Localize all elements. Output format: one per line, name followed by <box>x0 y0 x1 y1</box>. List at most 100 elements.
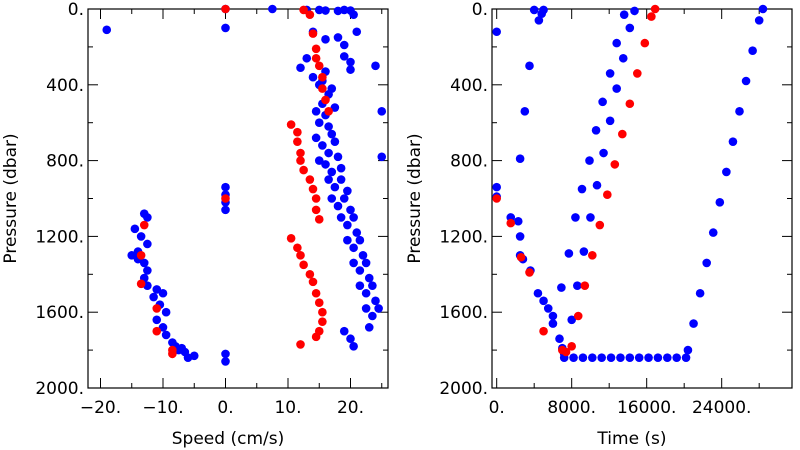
blue-data-point <box>333 201 343 211</box>
blue-data-point <box>311 107 321 116</box>
blue-data-point <box>377 107 387 116</box>
blue-data-point <box>513 216 523 226</box>
blue-data-point <box>599 148 608 158</box>
x-tick-label: 24000. <box>692 398 751 418</box>
red-data-point <box>647 12 656 21</box>
blue-data-point <box>533 288 543 298</box>
blue-data-point <box>336 175 346 184</box>
red-data-point <box>139 220 149 230</box>
blue-data-point <box>221 349 230 359</box>
blue-data-point <box>349 342 358 351</box>
x-axis-label: Time (s) <box>596 429 666 449</box>
blue-data-point <box>314 118 324 127</box>
x-tick-label: 8000. <box>547 398 596 418</box>
red-data-point <box>595 220 605 230</box>
blue-data-point <box>681 353 691 362</box>
blue-data-point <box>735 107 744 116</box>
red-data-point <box>221 194 230 203</box>
blue-data-point <box>644 353 653 362</box>
y-tick-label: 0. <box>68 0 84 20</box>
blue-data-point <box>605 116 615 126</box>
blue-data-point <box>748 46 757 55</box>
blue-data-point <box>548 319 558 328</box>
blue-data-point <box>308 72 318 82</box>
blue-data-point <box>754 16 764 25</box>
red-data-point <box>296 251 305 260</box>
red-data-point <box>305 175 315 184</box>
red-data-point <box>308 277 318 287</box>
blue-data-point <box>555 334 564 344</box>
blue-data-point <box>221 182 230 192</box>
blue-data-point <box>371 296 380 306</box>
red-data-point <box>286 120 296 129</box>
blue-data-point <box>355 281 365 290</box>
blue-data-point <box>377 152 387 162</box>
blue-data-point <box>695 288 705 298</box>
red-data-point <box>318 317 327 326</box>
blue-data-point <box>321 35 330 44</box>
blue-data-point <box>314 5 324 15</box>
red-data-point <box>640 38 650 48</box>
y-tick-label: 2000. <box>439 379 488 399</box>
x-tick-label: 0. <box>489 398 505 418</box>
blue-data-point <box>534 16 544 25</box>
blue-data-point <box>525 61 534 71</box>
blue-data-point <box>585 156 594 165</box>
blue-data-point <box>564 249 574 258</box>
red-data-point <box>299 260 308 270</box>
blue-data-point <box>346 57 355 67</box>
blue-data-point <box>361 304 371 313</box>
blue-data-point <box>364 273 374 283</box>
blue-data-point <box>330 103 340 112</box>
red-data-point <box>588 251 597 260</box>
blue-data-point <box>149 292 158 302</box>
blue-data-point <box>130 224 140 234</box>
red-data-point <box>314 298 324 308</box>
blue-data-point <box>346 65 355 74</box>
speed-pressure-panel: 0. 400. 800. 1200. 1600. 2000.−20. −10. 0. 10. 20… <box>1 0 389 449</box>
blue-data-point <box>221 357 230 366</box>
blue-data-point <box>573 281 582 290</box>
x-tick-label: 0. <box>217 398 233 418</box>
red-data-point <box>299 5 308 15</box>
red-data-point <box>318 72 327 82</box>
blue-data-point <box>343 235 352 245</box>
y-tick-label: 0. <box>472 0 488 20</box>
blue-data-point <box>339 194 349 203</box>
blue-data-point <box>314 156 324 165</box>
red-data-point <box>318 84 327 93</box>
red-data-point <box>152 304 162 313</box>
red-data-point <box>308 29 318 38</box>
blue-data-point <box>352 27 362 37</box>
blue-data-point <box>529 5 539 15</box>
blue-data-point <box>161 307 171 317</box>
y-tick-label: 1600. <box>439 303 488 323</box>
blue-data-point <box>612 38 621 48</box>
red-data-point <box>305 270 315 279</box>
blue-data-point <box>672 353 681 362</box>
blue-data-point <box>158 288 168 298</box>
y-tick-label: 800. <box>46 152 84 172</box>
plot-frame <box>491 8 793 389</box>
blue-data-point <box>515 232 525 241</box>
red-data-point <box>610 160 620 169</box>
blue-data-point <box>715 197 725 207</box>
red-data-point <box>492 194 501 203</box>
blue-data-point <box>324 175 333 184</box>
red-data-point <box>136 279 146 289</box>
blue-data-point <box>352 228 362 237</box>
blue-data-point <box>548 311 558 321</box>
red-data-point <box>573 311 583 321</box>
blue-data-point <box>349 213 358 222</box>
blue-data-point <box>539 296 548 306</box>
blue-data-point <box>336 213 346 222</box>
red-data-point <box>314 61 324 71</box>
blue-data-point <box>349 258 358 268</box>
red-data-point <box>567 342 576 351</box>
red-data-point <box>296 340 305 349</box>
blue-data-point <box>327 194 337 203</box>
y-tick-label: 2000. <box>35 379 84 399</box>
x-tick-label: −20. <box>80 398 121 418</box>
blue-data-point <box>221 205 230 215</box>
